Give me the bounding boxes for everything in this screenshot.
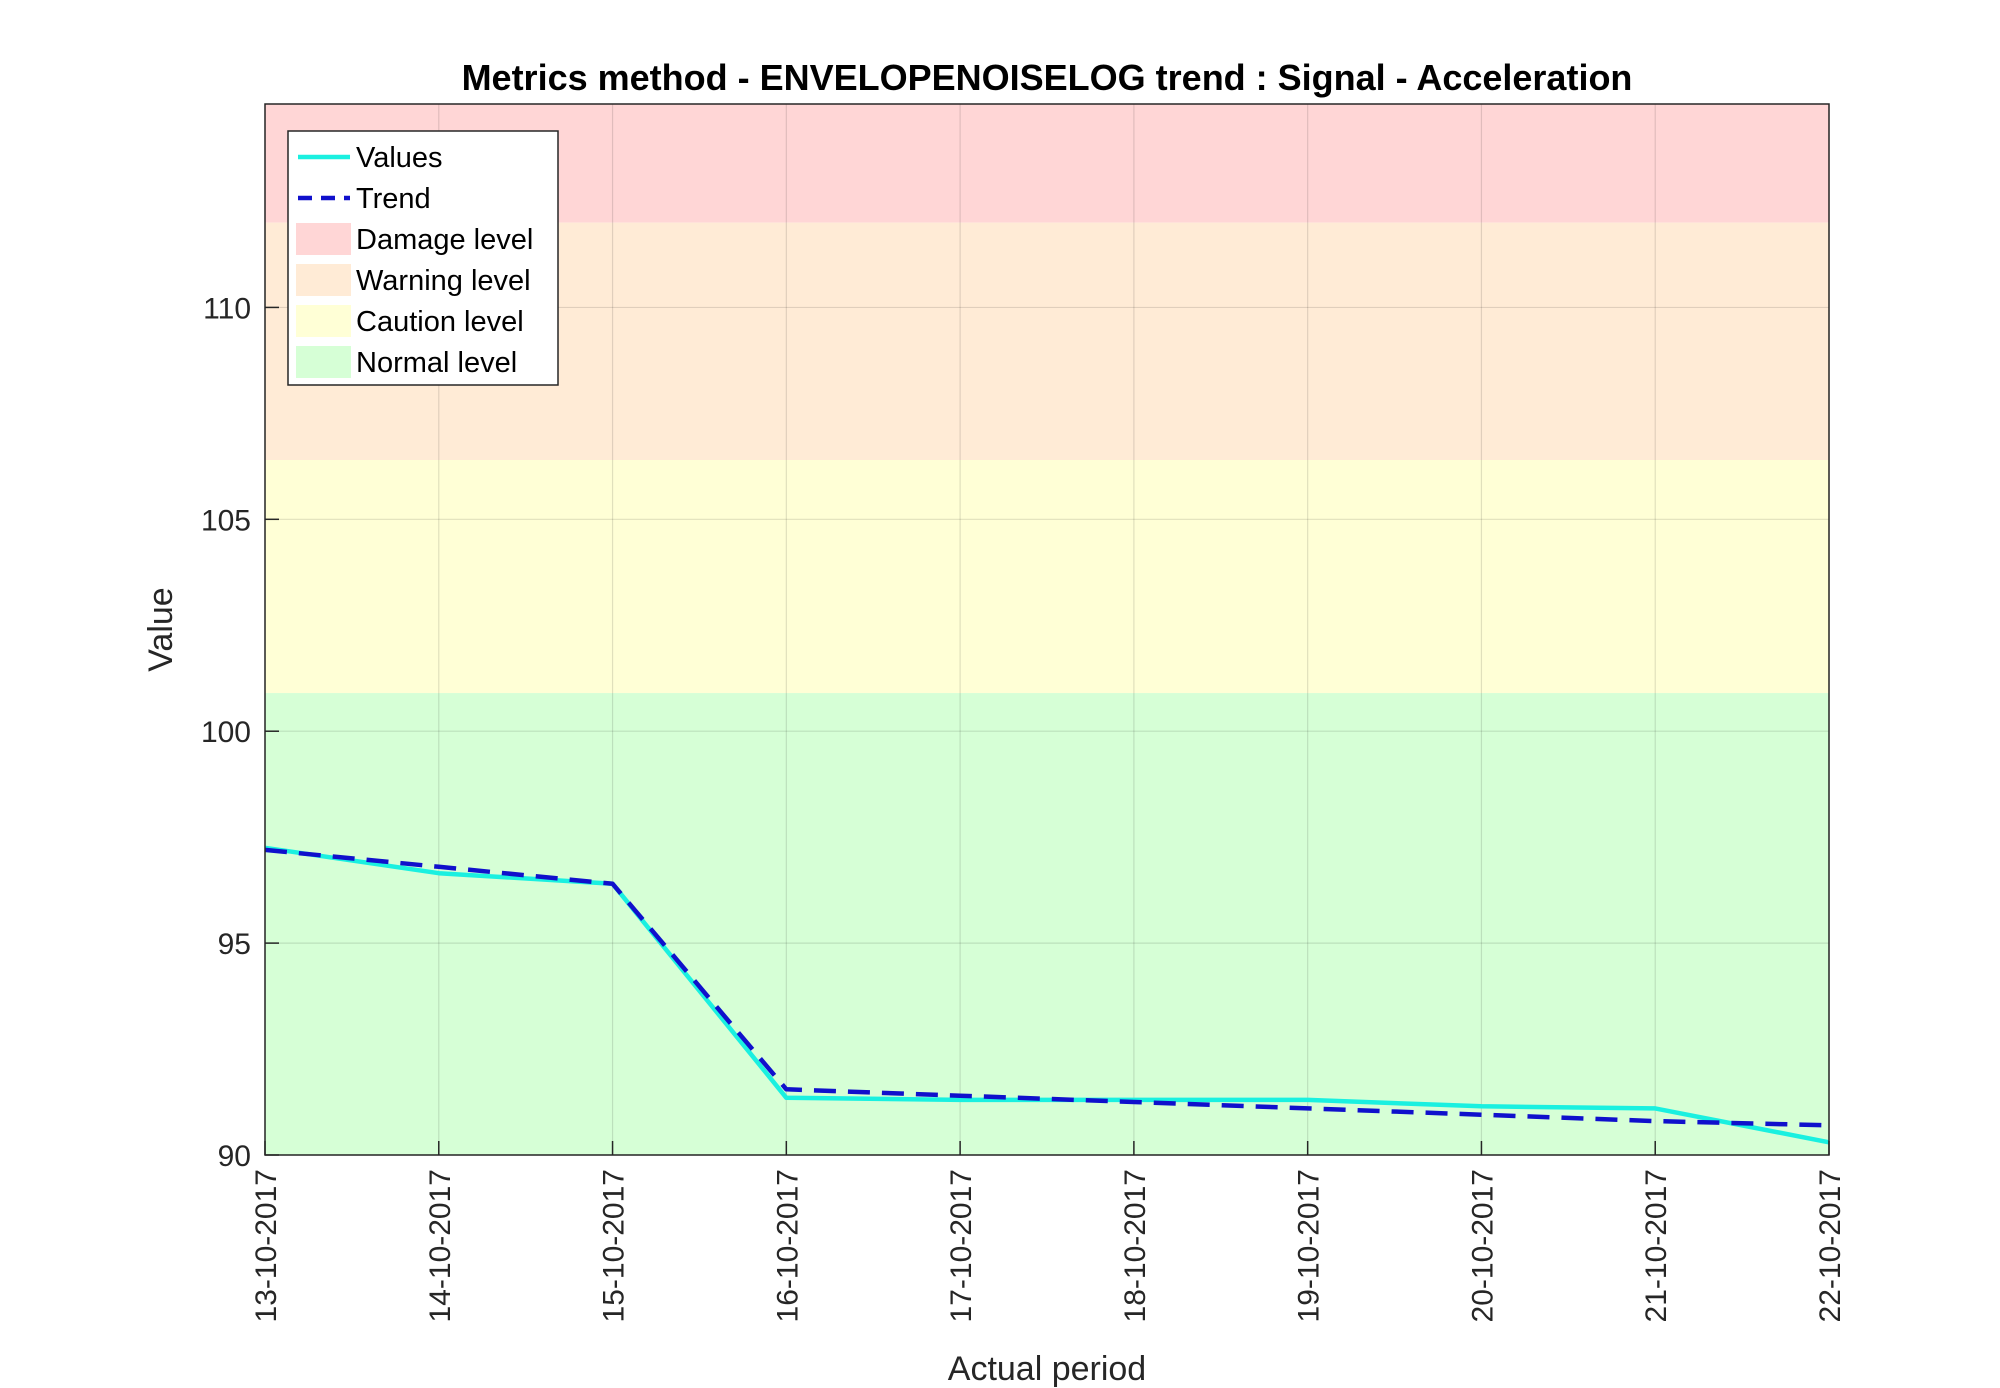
y-tick-label: 90 — [218, 1140, 251, 1173]
legend: Values Trend Damage level Warning level Caut… — [287, 130, 559, 386]
x-tick-label: 18-10-2017 — [1119, 1169, 1152, 1322]
y-tick-label: 105 — [201, 504, 251, 537]
legend-swatch-caution-level — [296, 305, 351, 337]
y-axis-label: Value — [142, 587, 180, 671]
x-tick-label: 21-10-2017 — [1640, 1169, 1673, 1322]
x-axis-label: Actual period — [948, 1350, 1146, 1388]
axis-ticks: 90 95 100 105 110 13-10-2017 14-10-2017 15-10-2… — [201, 292, 1847, 1322]
legend-entry-label: Warning level — [356, 265, 531, 297]
y-tick-label: 95 — [218, 928, 251, 961]
x-tick-label: 17-10-2017 — [945, 1169, 978, 1322]
band-caution-level — [265, 459, 1829, 694]
legend-entry-label: Values — [356, 142, 443, 174]
series-line-trend — [264, 847, 1830, 1128]
legend-entry-label: Normal level — [356, 347, 517, 379]
y-tick-label: 110 — [203, 292, 251, 325]
y-tick-label: 100 — [201, 716, 251, 749]
x-tick-label: 16-10-2017 — [771, 1169, 804, 1322]
legend-entry-label: Caution level — [356, 306, 524, 338]
x-tick-label: 13-10-2017 — [250, 1169, 283, 1322]
x-tick-label: 15-10-2017 — [598, 1169, 631, 1322]
legend-box — [287, 130, 559, 386]
legend-entry-label: Trend — [356, 183, 431, 215]
x-tick-label: 20-10-2017 — [1466, 1169, 1499, 1322]
plot-frame — [264, 103, 1830, 1156]
chart-title: Metrics method - ENVELOPENOISELOG trend … — [462, 57, 1633, 98]
x-tick-label: 14-10-2017 — [424, 1169, 457, 1322]
band-normal-level — [265, 693, 1829, 1155]
legend-entry-label: Damage level — [356, 224, 533, 256]
legend-swatch-normal-level — [296, 346, 351, 378]
legend-swatch-warning-level — [296, 264, 351, 296]
x-tick-label: 22-10-2017 — [1814, 1169, 1847, 1322]
x-tick-label: 19-10-2017 — [1293, 1169, 1326, 1322]
legend-swatch-damage-level — [296, 223, 351, 255]
level-bands — [265, 104, 1829, 1155]
series-line-values — [264, 845, 1830, 1145]
